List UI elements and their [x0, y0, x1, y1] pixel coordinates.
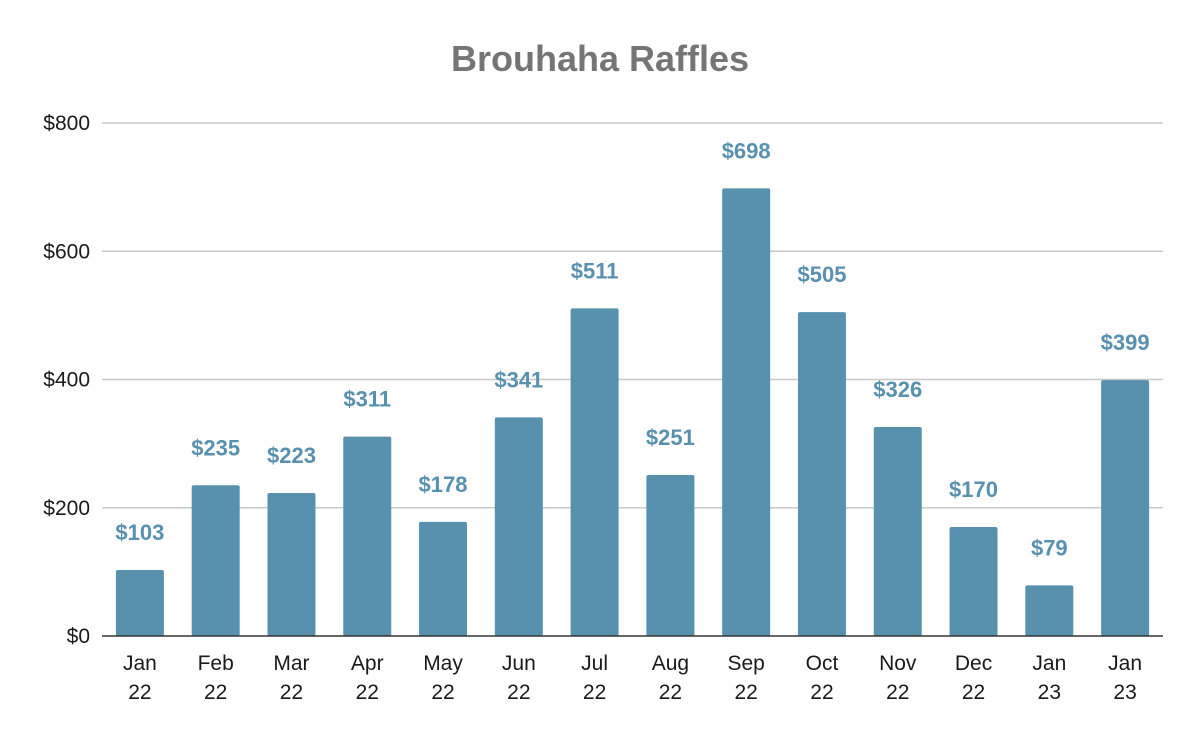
x-tick-label: Sep [727, 652, 764, 675]
bar [1025, 585, 1074, 636]
x-tick-label: Jun [502, 652, 536, 675]
x-tick-label: 22 [734, 681, 757, 704]
x-tick-label: 22 [507, 681, 530, 704]
y-tick-label: $800 [43, 112, 90, 135]
y-tick-label: $200 [43, 497, 90, 520]
y-tick-label: $600 [43, 240, 90, 263]
x-tick-label: 22 [886, 681, 909, 704]
data-label: $170 [949, 477, 998, 502]
x-tick-label: Jul [581, 652, 608, 675]
x-tick-label: Feb [198, 652, 234, 675]
x-tick-label: Jan [123, 652, 157, 675]
x-tick-label: 22 [583, 681, 606, 704]
x-tick-label: Oct [806, 652, 839, 675]
bar [343, 436, 392, 636]
data-label: $399 [1101, 330, 1150, 355]
x-tick-label: 22 [356, 681, 379, 704]
bar [494, 417, 543, 636]
bar [949, 526, 998, 636]
data-label: $223 [267, 443, 316, 468]
x-tick-label: Jan [1108, 652, 1142, 675]
bar [646, 475, 695, 636]
x-tick-label: May [423, 652, 463, 675]
data-label: $505 [797, 262, 846, 287]
data-label: $79 [1031, 535, 1068, 560]
data-label: $698 [722, 138, 771, 163]
x-tick-label: 22 [962, 681, 985, 704]
data-label: $251 [646, 425, 695, 450]
x-tick-label: Aug [652, 652, 689, 675]
x-tick-label: Dec [955, 652, 992, 675]
y-tick-label: $0 [67, 625, 90, 648]
bar [115, 569, 164, 636]
data-label: $326 [873, 377, 922, 402]
bar [419, 521, 468, 636]
data-label: $178 [419, 472, 468, 497]
data-label: $511 [571, 258, 619, 283]
x-tick-label: 22 [431, 681, 454, 704]
data-label: $341 [494, 367, 543, 392]
bar [797, 312, 846, 636]
x-tick-label: 23 [1113, 681, 1136, 704]
chart-title: Brouhaha Raffles [450, 38, 750, 79]
x-tick-label: Mar [273, 652, 309, 675]
x-tick-label: Nov [879, 652, 917, 675]
x-tick-label: 22 [659, 681, 682, 704]
x-tick-label: Apr [351, 652, 384, 675]
bar [570, 308, 619, 636]
x-tick-label: Jan [1032, 652, 1066, 675]
data-label: $311 [343, 387, 391, 412]
y-tick-label: $400 [43, 369, 90, 392]
bar [191, 485, 240, 636]
bar [722, 188, 771, 636]
x-tick-label: 22 [810, 681, 833, 704]
x-tick-label: 22 [128, 681, 151, 704]
x-tick-label: 23 [1038, 681, 1061, 704]
data-label: $103 [115, 520, 164, 545]
x-tick-label: 22 [204, 681, 227, 704]
bar [873, 426, 922, 636]
bar [267, 493, 316, 636]
data-label: $235 [191, 435, 240, 460]
bar [1101, 380, 1150, 636]
x-tick-label: 22 [280, 681, 303, 704]
